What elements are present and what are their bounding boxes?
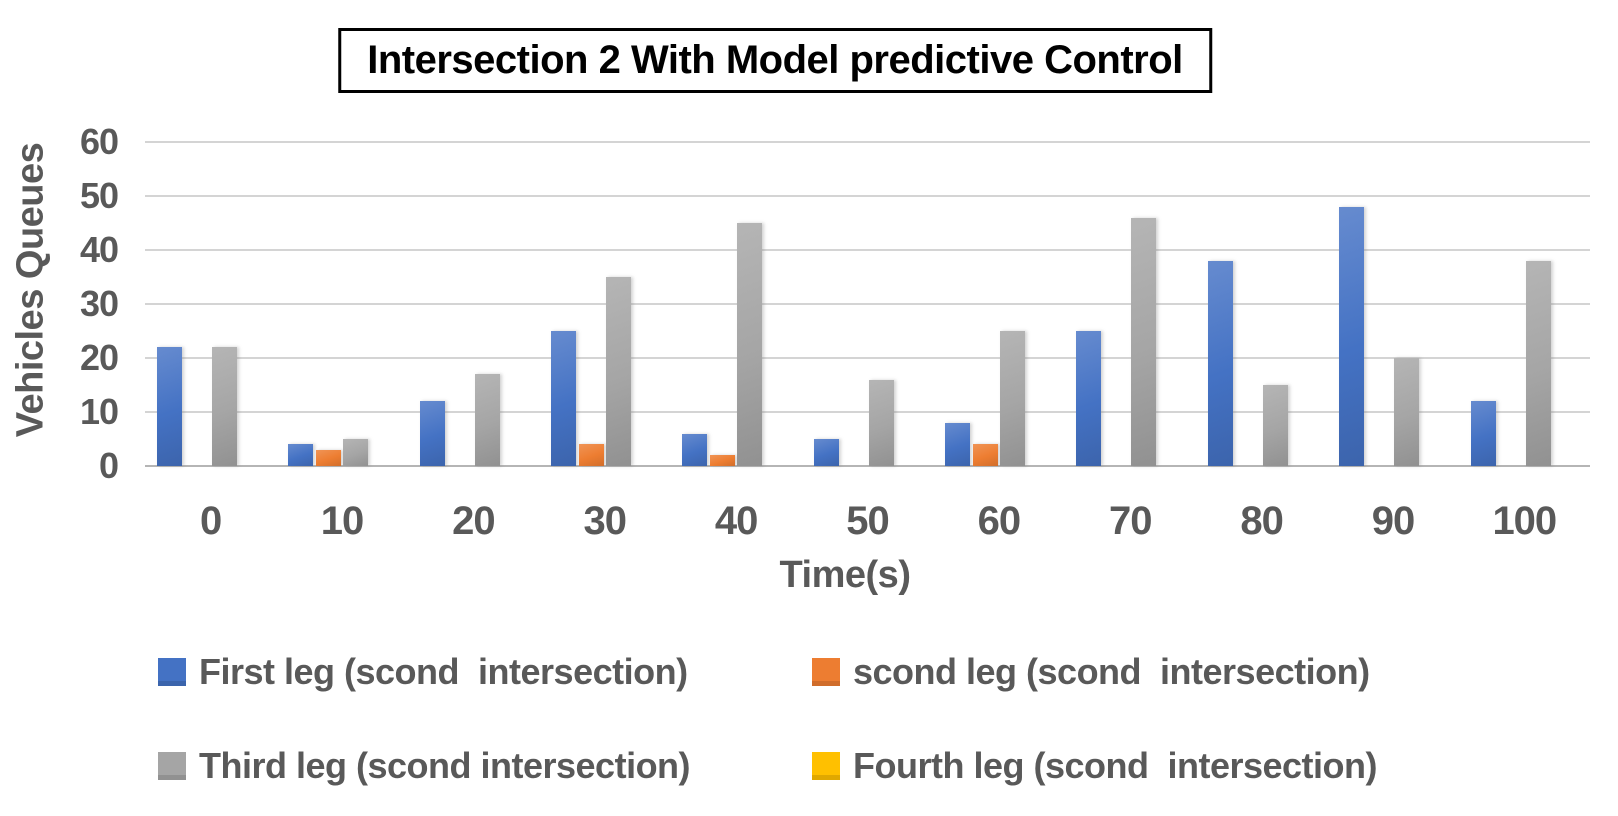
- bar-scond-leg-t60: [972, 444, 998, 466]
- y-tick-label-40: 40: [79, 229, 119, 270]
- legend-swatch-first-leg: [158, 658, 186, 686]
- bar-scond-leg-t30: [578, 444, 604, 466]
- legend-swatch-scond-leg: [812, 658, 840, 686]
- legend-label-fourth-leg: Fourth leg (scond intersection): [853, 745, 1378, 786]
- x-axis-title: Time(s): [779, 554, 911, 596]
- legend-item-first-leg: First leg (scond intersection): [158, 650, 688, 694]
- gridline-60: [145, 141, 1590, 143]
- x-tick-label-20: 20: [452, 499, 495, 543]
- bar-first-leg-t30: [551, 331, 577, 466]
- gridline-0: [145, 465, 1590, 467]
- legend-label-scond-leg: scond leg (scond intersection): [853, 651, 1370, 692]
- bar-third-leg-t10: [343, 439, 369, 466]
- bar-third-leg-t100: [1525, 260, 1551, 466]
- bar-first-leg-t20: [419, 401, 445, 466]
- bar-scond-leg-t40: [709, 455, 735, 466]
- x-tick-label-10: 10: [320, 499, 364, 543]
- x-tick-label-0: 0: [200, 499, 222, 543]
- bar-first-leg-t70: [1076, 331, 1102, 466]
- bar-third-leg-t70: [1131, 217, 1157, 466]
- bar-third-leg-t80: [1262, 385, 1288, 466]
- bar-first-leg-t10: [288, 444, 314, 466]
- y-tick-label-30: 30: [79, 283, 119, 324]
- legend-item-third-leg: Third leg (scond intersection): [158, 744, 691, 788]
- bar-first-leg-t40: [682, 433, 708, 466]
- bar-first-leg-t50: [813, 439, 839, 466]
- bar-first-leg-t0: [156, 347, 182, 466]
- y-tick-label-10: 10: [79, 391, 119, 432]
- gridline-50: [145, 195, 1590, 197]
- legend-label-first-leg: First leg (scond intersection): [199, 651, 688, 692]
- gridline-40: [145, 249, 1590, 251]
- gridline-20: [145, 357, 1590, 359]
- gridline-10: [145, 411, 1590, 413]
- bar-first-leg-t90: [1339, 206, 1365, 466]
- chart-title: Intersection 2 With Model predictive Con…: [338, 28, 1212, 93]
- bar-third-leg-t40: [737, 223, 763, 466]
- bar-third-leg-t90: [1394, 358, 1420, 466]
- bar-first-leg-t60: [945, 422, 971, 466]
- legend-label-third-leg: Third leg (scond intersection): [199, 745, 691, 786]
- bar-third-leg-t50: [868, 379, 894, 466]
- legend-item-fourth-leg: Fourth leg (scond intersection): [812, 744, 1378, 788]
- bar-third-leg-t0: [211, 347, 237, 466]
- y-tick-label-50: 50: [79, 175, 119, 216]
- legend-swatch-fourth-leg: [812, 752, 840, 780]
- bar-third-leg-t20: [474, 374, 500, 466]
- plot-area: [145, 141, 1590, 467]
- gridline-30: [145, 303, 1590, 305]
- bar-first-leg-t100: [1470, 401, 1496, 466]
- legend-swatch-third-leg: [158, 752, 186, 780]
- x-tick-label-40: 40: [714, 499, 758, 543]
- x-tick-label-80: 80: [1240, 499, 1283, 543]
- y-tick-label-60: 60: [79, 121, 119, 162]
- bar-first-leg-t80: [1207, 260, 1233, 466]
- x-tick-label-60: 60: [977, 499, 1021, 543]
- bar-third-leg-t30: [606, 277, 632, 466]
- y-tick-label-20: 20: [79, 337, 119, 378]
- bar-scond-leg-t10: [315, 449, 341, 466]
- y-tick-label-0: 0: [98, 445, 119, 486]
- legend-item-scond-leg: scond leg (scond intersection): [812, 650, 1370, 694]
- x-tick-label-90: 90: [1371, 499, 1415, 543]
- x-tick-label-70: 70: [1108, 499, 1152, 543]
- x-tick-label-50: 50: [846, 499, 889, 543]
- x-tick-label-100: 100: [1492, 499, 1557, 543]
- x-tick-label-30: 30: [583, 499, 627, 543]
- bar-third-leg-t60: [1000, 331, 1026, 466]
